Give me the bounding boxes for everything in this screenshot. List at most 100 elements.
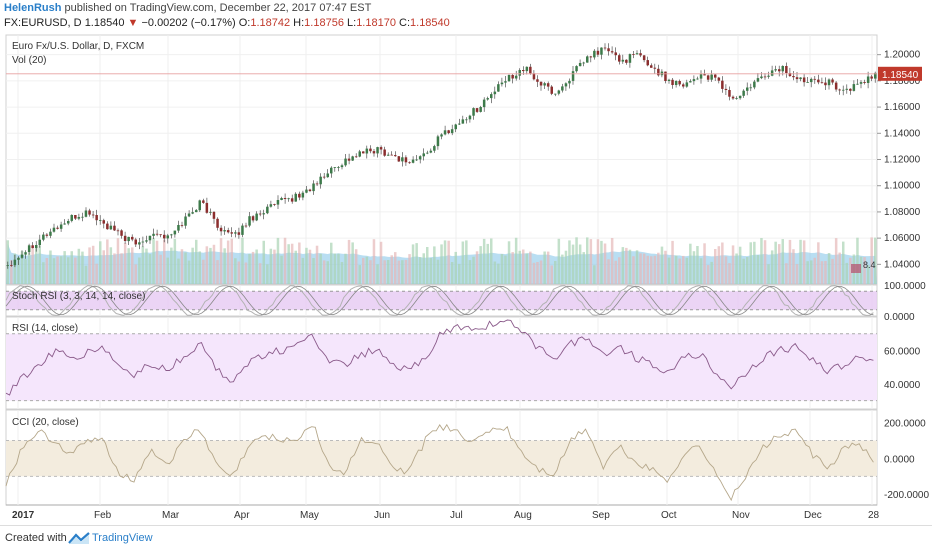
volume-bar (216, 260, 219, 284)
candle-body (589, 56, 593, 58)
volume-bar (799, 239, 802, 284)
candle-body (852, 84, 856, 91)
y-tick-label: 1.16000 (884, 102, 921, 113)
volume-bar (845, 262, 848, 284)
volume-bar (195, 239, 198, 284)
volume-bar (436, 259, 440, 284)
volume-bar (593, 265, 596, 284)
volume-bar (347, 239, 351, 284)
volume-bar (280, 255, 283, 284)
volume-bar (465, 240, 468, 284)
volume-bar (319, 253, 322, 284)
volume-bar (234, 258, 237, 284)
volume-bar (582, 252, 585, 284)
chart-canvas[interactable]: 2017 Feb Mar Apr May Jun Jul Aug Sep Oct Nov Dec 28 1… (0, 0, 932, 525)
candle-body (504, 81, 507, 83)
tradingview-logo-icon[interactable] (68, 531, 90, 545)
candle-body (870, 76, 873, 79)
candle-body (42, 234, 45, 240)
candle-body (344, 158, 347, 166)
candle-body (653, 67, 657, 69)
volume-bar (703, 243, 706, 284)
symbol-label: FX:EURUSD, D (4, 17, 82, 29)
cci-y-tick-label: -200.0000 (884, 490, 929, 501)
candle-body (198, 200, 201, 211)
volume-bar (746, 257, 749, 284)
volume-bar (795, 264, 799, 284)
volume-bar (518, 250, 521, 284)
rsi-band (6, 333, 877, 401)
candle-body (330, 167, 333, 174)
volume-bar (586, 237, 589, 284)
candle-body (486, 98, 489, 100)
candle-body (578, 63, 582, 67)
candle-body (514, 75, 518, 79)
author-name[interactable]: HelenRush (4, 2, 62, 14)
candle-body (244, 225, 248, 227)
candle-body (180, 225, 184, 226)
candle-body (209, 211, 212, 213)
candle-body (621, 59, 625, 62)
volume-bar (671, 240, 674, 284)
ohlc-header: FX:EURUSD, D 1.18540 ▼ −0.00202 (−0.17%)… (4, 17, 450, 29)
volume-bar (571, 244, 575, 284)
candle-body (674, 81, 678, 85)
cci-title: CCI (20, close) (12, 417, 79, 428)
volume-bar (486, 243, 489, 284)
candle-body (842, 89, 845, 91)
candle-body (294, 193, 297, 202)
candle-body (763, 76, 767, 78)
candle-body (230, 232, 233, 234)
volume-bar (600, 240, 603, 284)
cci-y-tick-label: 200.0000 (884, 419, 926, 430)
candle-body (290, 198, 294, 202)
candle-body (13, 259, 17, 266)
volume-bar (802, 240, 806, 284)
candle-body (838, 89, 841, 91)
volume-bar (575, 237, 578, 284)
volume-bar (660, 246, 664, 284)
volume-bar (241, 237, 244, 284)
candle-body (35, 245, 38, 248)
candle-body (802, 77, 806, 83)
volume-bar (696, 246, 699, 284)
candle-body (166, 235, 169, 239)
volume-bar (322, 260, 326, 284)
candle-body (223, 230, 226, 232)
candle-body (45, 234, 49, 236)
x-tick-label: 2017 (12, 510, 35, 521)
volume-bar (358, 265, 361, 284)
x-tick-label: Jun (374, 510, 390, 521)
volume-bar (116, 238, 120, 284)
volume-bar (372, 239, 376, 284)
candle-body (795, 77, 799, 80)
candle-body (38, 239, 41, 245)
volume-bar (507, 241, 511, 284)
volume-bar (770, 250, 774, 284)
stoch-y-tick-label: 0.0000 (884, 312, 915, 323)
volume-bar (710, 261, 713, 284)
down-arrow-icon: ▼ (127, 17, 139, 29)
volume-bar (753, 241, 756, 284)
candle-body (710, 74, 713, 80)
volume-bar (109, 247, 113, 284)
candle-body (347, 158, 351, 161)
tradingview-brand[interactable]: TradingView (92, 532, 153, 544)
candle-body (365, 148, 369, 154)
candle-body (440, 134, 443, 137)
candle-body (788, 73, 792, 76)
candle-body (315, 183, 319, 185)
volume-bar (497, 263, 500, 284)
close-label: C: (399, 17, 411, 29)
candle-body (866, 76, 870, 83)
candle-body (532, 73, 536, 80)
volume-bar (454, 251, 457, 284)
volume-bar (731, 245, 735, 284)
volume-bar (842, 241, 845, 284)
volume-bar (667, 257, 671, 284)
volume-bar (564, 250, 568, 284)
candle-body (287, 198, 290, 200)
chart-title: Euro Fx/U.S. Dollar, D, FXCM (12, 41, 144, 52)
volume-bar (543, 251, 546, 284)
high-label: H: (293, 17, 305, 29)
